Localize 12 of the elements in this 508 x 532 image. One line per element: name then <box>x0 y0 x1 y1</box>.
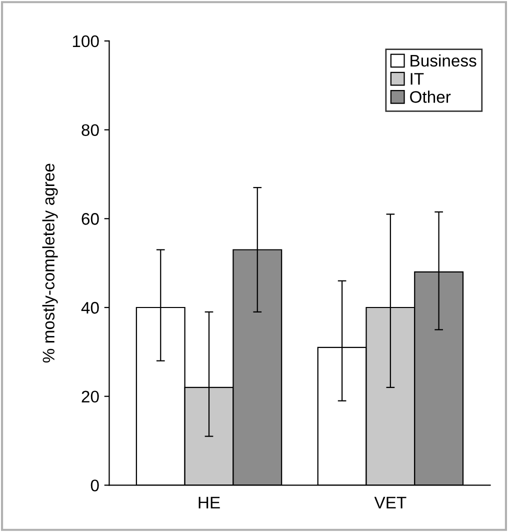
legend-label: Other <box>410 90 451 103</box>
x-tick-label: HE <box>198 496 220 508</box>
y-axis-title: % mostly-completely agree <box>42 164 58 363</box>
y-tick-label: 40 <box>81 302 99 314</box>
y-tick-label: 20 <box>82 390 99 403</box>
legend-label: IT <box>410 73 424 85</box>
y-tick-label: 60 <box>82 213 99 225</box>
legend-label: Business <box>410 54 476 67</box>
y-tick-label: 100 <box>72 35 99 48</box>
x-tick-label: VET <box>374 496 406 508</box>
y-tick-label: 80 <box>82 124 99 136</box>
y-tick-label: 0 <box>90 480 99 492</box>
